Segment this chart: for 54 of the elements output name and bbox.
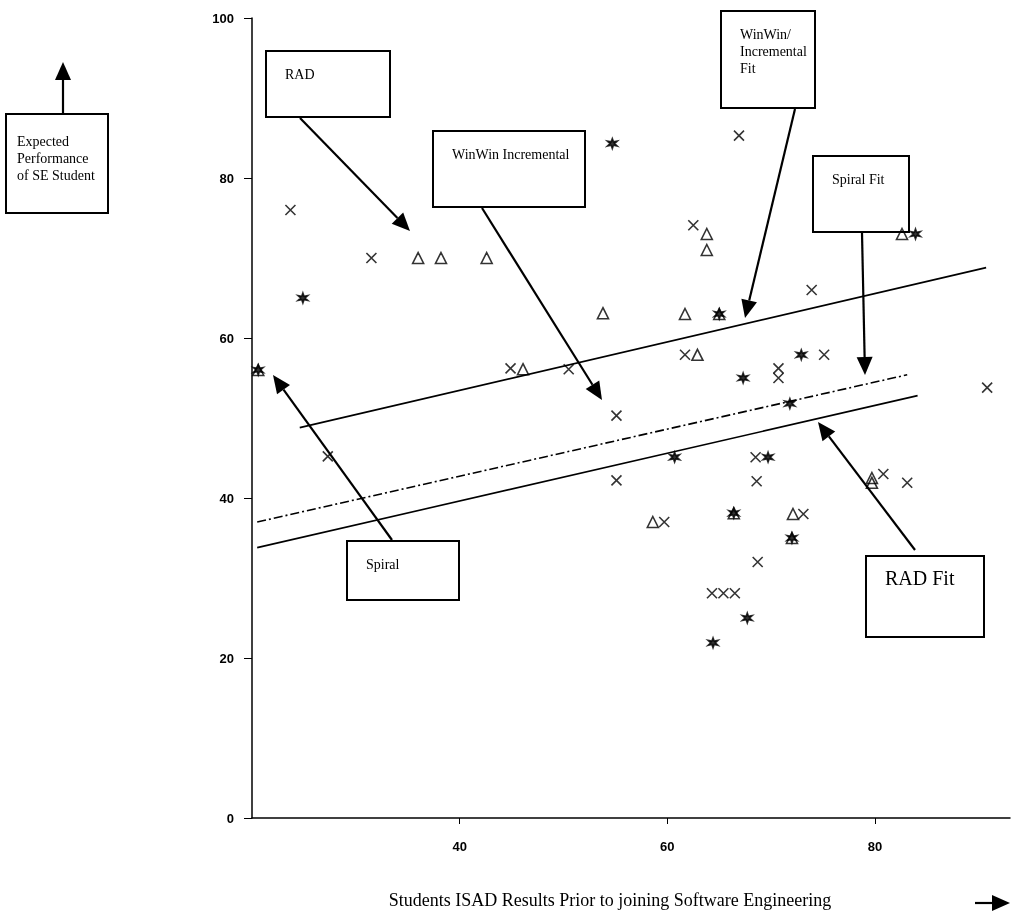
annotation: Spiral [346,540,460,601]
point [797,508,810,520]
point [504,362,517,375]
point [805,284,818,296]
annotation: RAD [265,50,391,118]
point [749,451,762,463]
annotation: Spiral Fit [812,155,910,233]
x-tick-label: 80 [867,839,883,854]
point [480,251,493,265]
point [687,219,700,231]
point [865,476,879,490]
point [865,471,879,485]
point [750,475,763,487]
point [981,381,993,394]
point [706,587,718,599]
x-axis-title: Students ISAD Results Prior to joining Software Engineering [387,890,833,911]
point [610,409,623,422]
text: Expected Performance of SE Student [5,113,109,214]
point [434,251,448,265]
annotation: RAD Fit [865,555,985,638]
point [751,556,764,568]
y-tick-label: 0 [226,810,234,826]
point [895,227,909,241]
point [877,468,890,480]
point [901,477,913,489]
point [729,587,741,599]
y-tick-label: 60 [219,330,234,346]
x-tick-label: 40 [452,839,467,854]
point [610,474,623,487]
point [658,516,671,528]
point [516,362,530,376]
point [562,363,575,375]
point [818,349,830,361]
point [786,507,800,521]
annotation: WinWin/Incremental Fit [720,10,816,109]
point [365,252,378,264]
y-tick-label: 100 [212,10,234,26]
point [596,306,610,320]
point [322,450,334,463]
point [678,307,692,321]
annotation: WinWin Incremental [432,130,586,208]
point [700,243,714,257]
point [284,204,297,216]
y-tick-label: 80 [219,170,234,186]
point [646,515,660,529]
y-tick-label: 20 [219,650,234,666]
point [691,348,704,362]
x-tick-label: 60 [660,839,675,854]
point [700,227,714,241]
point [733,129,745,142]
y-tick-label: 40 [219,490,234,506]
point [717,587,730,599]
point [679,349,691,361]
point [411,251,425,265]
